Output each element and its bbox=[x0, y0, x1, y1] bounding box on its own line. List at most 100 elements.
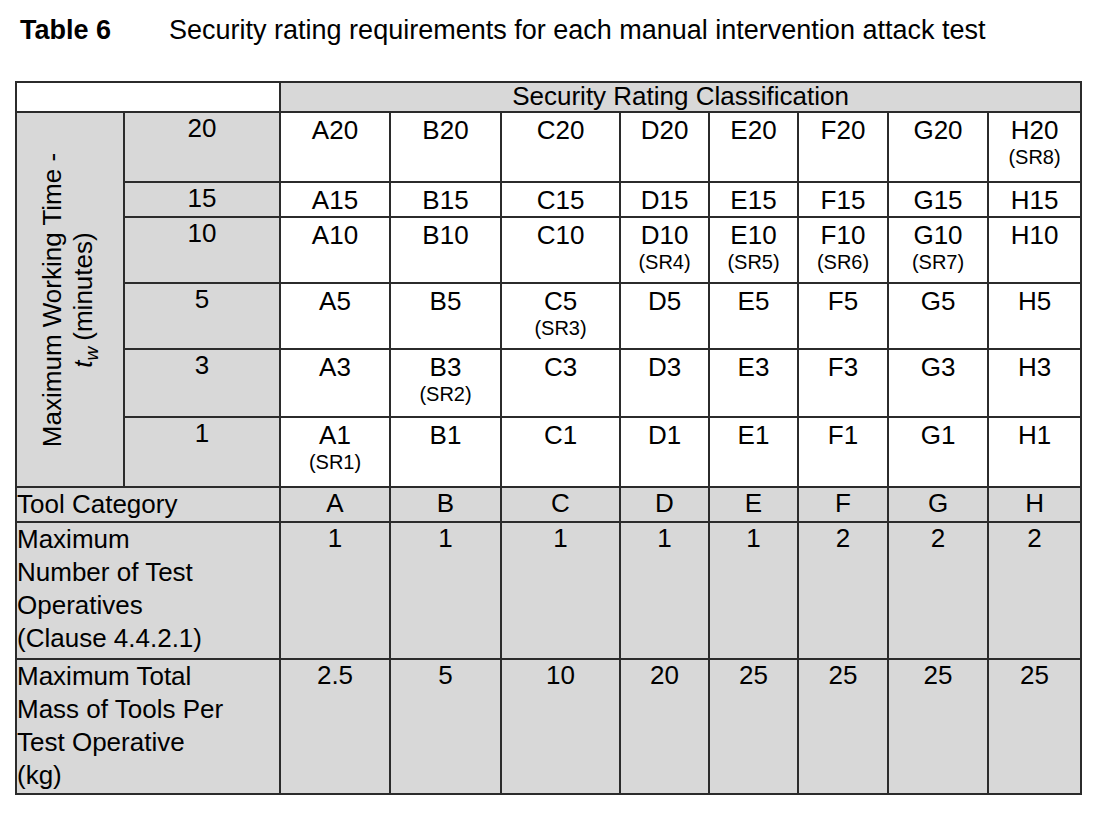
rating-cell: A5 bbox=[280, 283, 390, 349]
tool-category-value: C bbox=[501, 487, 620, 522]
rating-code: G15 bbox=[889, 183, 987, 215]
sr-label: (SR2) bbox=[391, 382, 500, 406]
rating-cell: G20 bbox=[888, 112, 988, 182]
axis-unit: (minutes) bbox=[68, 232, 98, 340]
mass-value: 10 bbox=[501, 659, 620, 794]
rating-cell: A1(SR1) bbox=[280, 417, 390, 487]
rating-cell: D3 bbox=[620, 349, 709, 417]
sr-label: (SR7) bbox=[889, 250, 987, 274]
rating-code: A20 bbox=[281, 113, 389, 145]
rating-code: G3 bbox=[889, 350, 987, 382]
rating-code: A15 bbox=[281, 183, 389, 215]
rating-cell: G5 bbox=[888, 283, 988, 349]
tool-category-value: G bbox=[888, 487, 988, 522]
minutes-cell: 1 bbox=[124, 417, 280, 487]
table-row: 1 A1(SR1) B1 C1 D1 E1 F1 G1 H1 bbox=[16, 417, 1081, 487]
rating-code: C10 bbox=[502, 218, 619, 250]
mass-label-line: (kg) bbox=[17, 759, 279, 792]
table-row: 5 A5 B5 C5(SR3) D5 E5 F5 G5 H5 bbox=[16, 283, 1081, 349]
rating-cell: D15 bbox=[620, 182, 709, 217]
rating-code: F15 bbox=[799, 183, 887, 215]
rating-cell: F15 bbox=[798, 182, 888, 217]
rating-cell: H1 bbox=[988, 417, 1081, 487]
axis-symbol-subscript: w bbox=[81, 346, 102, 360]
rating-code: B20 bbox=[391, 113, 500, 145]
rating-cell: H10 bbox=[988, 217, 1081, 283]
rating-code: E10 bbox=[710, 218, 797, 250]
rating-cell: G3 bbox=[888, 349, 988, 417]
rating-code: D5 bbox=[621, 284, 708, 316]
rating-cell: C15 bbox=[501, 182, 620, 217]
rating-code: F3 bbox=[799, 350, 887, 382]
rating-cell: H5 bbox=[988, 283, 1081, 349]
minutes-cell: 20 bbox=[124, 112, 280, 182]
table-title: Table 6 Security rating requirements for … bbox=[20, 15, 1110, 46]
rating-code: B15 bbox=[391, 183, 500, 215]
sr-label: (SR6) bbox=[799, 250, 887, 274]
rating-cell: B10 bbox=[390, 217, 501, 283]
tool-category-value: B bbox=[390, 487, 501, 522]
rating-cell: F1 bbox=[798, 417, 888, 487]
minutes-cell: 3 bbox=[124, 349, 280, 417]
rating-code: C1 bbox=[502, 418, 619, 450]
operatives-value: 2 bbox=[888, 522, 988, 659]
rating-code: H5 bbox=[989, 284, 1080, 316]
rating-code: B10 bbox=[391, 218, 500, 250]
tool-category-label: Tool Category bbox=[16, 487, 280, 522]
rating-code: D10 bbox=[621, 218, 708, 250]
document-page: Table 6 Security rating requirements for … bbox=[0, 15, 1110, 795]
rating-code: A3 bbox=[281, 350, 389, 382]
sr-label: (SR1) bbox=[281, 450, 389, 474]
table-row: 15 A15 B15 C15 D15 E15 F15 G15 H15 bbox=[16, 182, 1081, 217]
rating-code: G20 bbox=[889, 113, 987, 145]
rating-cell: B5 bbox=[390, 283, 501, 349]
rating-code: A1 bbox=[281, 418, 389, 450]
table-row: Maximum Total Mass of Tools Per Test Ope… bbox=[16, 659, 1081, 794]
table-caption: Security rating requirements for each ma… bbox=[169, 15, 985, 45]
minutes-cell: 5 bbox=[124, 283, 280, 349]
rating-cell: H20(SR8) bbox=[988, 112, 1081, 182]
operatives-label-line: Maximum bbox=[17, 523, 279, 556]
axis-symbol: t bbox=[68, 360, 98, 367]
rating-code: F5 bbox=[799, 284, 887, 316]
rating-cell: B1 bbox=[390, 417, 501, 487]
operatives-value: 1 bbox=[620, 522, 709, 659]
rating-cell: F3 bbox=[798, 349, 888, 417]
rating-cell: C20 bbox=[501, 112, 620, 182]
rating-cell: B20 bbox=[390, 112, 501, 182]
mass-label-line: Mass of Tools Per bbox=[17, 693, 279, 726]
rating-code: D1 bbox=[621, 418, 708, 450]
table-row: 3 A3 B3(SR2) C3 D3 E3 F3 G3 H3 bbox=[16, 349, 1081, 417]
rating-code: B1 bbox=[391, 418, 500, 450]
rating-cell: B15 bbox=[390, 182, 501, 217]
rating-cell: A20 bbox=[280, 112, 390, 182]
rating-cell: D10(SR4) bbox=[620, 217, 709, 283]
operatives-value: 2 bbox=[988, 522, 1081, 659]
rating-code: B5 bbox=[391, 284, 500, 316]
rating-cell: D5 bbox=[620, 283, 709, 349]
mass-label-line: Test Operative bbox=[17, 726, 279, 759]
rating-code: C5 bbox=[502, 284, 619, 316]
rating-code: H20 bbox=[989, 113, 1080, 145]
rating-code: A5 bbox=[281, 284, 389, 316]
table-row: Tool Category A B C D E F G H bbox=[16, 487, 1081, 522]
table-row: Maximum Working Time - tw(minutes) 20 A2… bbox=[16, 112, 1081, 182]
rating-cell: D20 bbox=[620, 112, 709, 182]
mass-value: 2.5 bbox=[280, 659, 390, 794]
rating-code: H1 bbox=[989, 418, 1080, 450]
rating-code: E3 bbox=[710, 350, 797, 382]
rating-cell: C5(SR3) bbox=[501, 283, 620, 349]
operatives-value: 1 bbox=[501, 522, 620, 659]
rating-cell: E5 bbox=[709, 283, 798, 349]
rating-code: E20 bbox=[710, 113, 797, 145]
rating-code: B3 bbox=[391, 350, 500, 382]
rating-cell: E15 bbox=[709, 182, 798, 217]
rating-cell: F5 bbox=[798, 283, 888, 349]
rating-code: H3 bbox=[989, 350, 1080, 382]
table-number: Table 6 bbox=[20, 15, 111, 45]
mass-value: 20 bbox=[620, 659, 709, 794]
rating-cell: H15 bbox=[988, 182, 1081, 217]
minutes-cell: 10 bbox=[124, 217, 280, 283]
rating-code: G5 bbox=[889, 284, 987, 316]
operatives-label-line: (Clause 4.4.2.1) bbox=[17, 622, 279, 655]
